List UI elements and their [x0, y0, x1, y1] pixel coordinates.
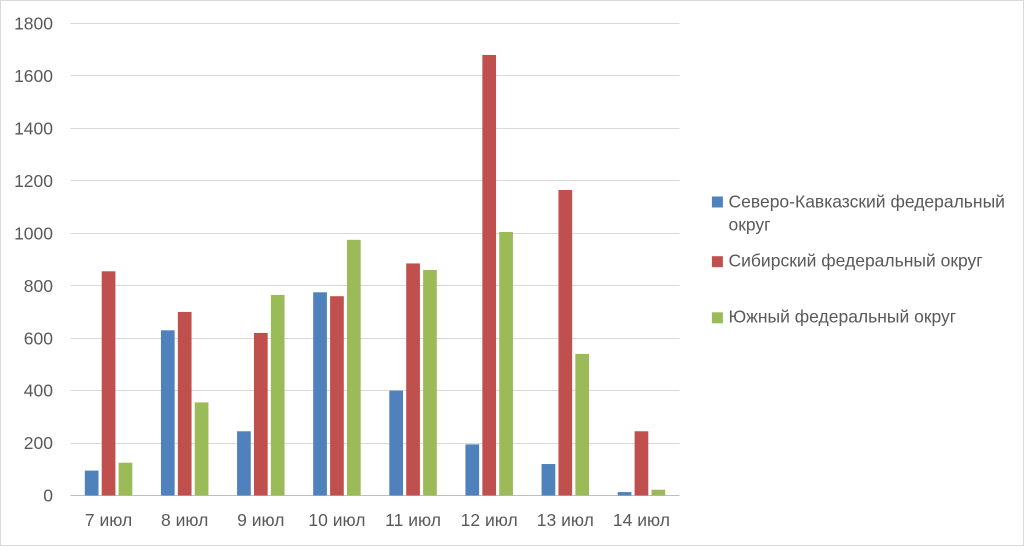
svg-text:8 июл: 8 июл	[161, 510, 208, 530]
svg-text:0: 0	[43, 486, 53, 506]
svg-text:11 июл: 11 июл	[385, 510, 441, 530]
svg-text:9 июл: 9 июл	[237, 510, 284, 530]
svg-text:600: 600	[24, 328, 53, 348]
svg-text:округ: округ	[729, 214, 771, 234]
svg-text:14 июл: 14 июл	[613, 510, 670, 530]
svg-text:7 июл: 7 июл	[85, 510, 132, 530]
svg-text:1400: 1400	[14, 118, 53, 138]
svg-text:1800: 1800	[14, 14, 53, 34]
svg-text:1000: 1000	[14, 223, 53, 243]
svg-text:Северо-Кавказский федеральный: Северо-Кавказский федеральный	[729, 192, 1005, 212]
svg-text:1600: 1600	[14, 66, 53, 86]
svg-text:200: 200	[24, 433, 53, 453]
svg-text:13 июл: 13 июл	[537, 510, 594, 530]
svg-text:400: 400	[24, 381, 53, 401]
svg-text:10 июл: 10 июл	[308, 510, 365, 530]
svg-text:12 июл: 12 июл	[461, 510, 518, 530]
svg-text:1200: 1200	[14, 171, 53, 191]
svg-text:800: 800	[24, 276, 53, 296]
svg-text:Сибирский федеральный округ: Сибирский федеральный округ	[729, 250, 983, 270]
svg-text:Южный федеральный округ: Южный федеральный округ	[729, 307, 957, 327]
